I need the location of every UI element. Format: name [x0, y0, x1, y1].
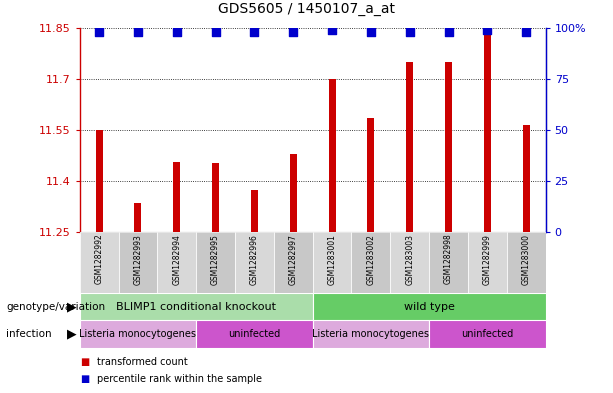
Text: GSM1283000: GSM1283000 [522, 234, 531, 285]
Bar [351, 232, 390, 293]
Bar [313, 232, 351, 293]
Point [133, 28, 143, 35]
Text: GSM1282996: GSM1282996 [250, 234, 259, 285]
Text: ■: ■ [80, 374, 89, 384]
Text: ▶: ▶ [67, 327, 77, 341]
Text: GSM1282994: GSM1282994 [172, 234, 181, 285]
Bar [484, 31, 491, 232]
Text: GSM1282999: GSM1282999 [483, 234, 492, 285]
Text: GSM1283002: GSM1283002 [367, 234, 375, 285]
Bar [429, 320, 546, 348]
Text: GSM1282993: GSM1282993 [134, 234, 142, 285]
Point [482, 26, 492, 33]
Bar [507, 232, 546, 293]
Bar [468, 232, 507, 293]
Text: GSM1282998: GSM1282998 [444, 234, 453, 285]
Bar [173, 162, 180, 232]
Text: uninfected: uninfected [461, 329, 514, 339]
Text: wild type: wild type [404, 301, 454, 312]
Text: GDS5605 / 1450107_a_at: GDS5605 / 1450107_a_at [218, 2, 395, 16]
Text: infection: infection [6, 329, 51, 339]
Point [94, 28, 104, 35]
Text: GSM1282997: GSM1282997 [289, 234, 298, 285]
Bar [313, 320, 429, 348]
Text: ■: ■ [80, 356, 89, 367]
Text: GSM1282995: GSM1282995 [211, 234, 220, 285]
Text: GSM1282992: GSM1282992 [94, 234, 104, 285]
Bar [196, 232, 235, 293]
Bar [313, 293, 546, 320]
Point [249, 28, 259, 35]
Bar [390, 232, 429, 293]
Bar [80, 293, 313, 320]
Bar [196, 320, 313, 348]
Text: percentile rank within the sample: percentile rank within the sample [97, 374, 262, 384]
Bar [367, 118, 375, 232]
Text: genotype/variation: genotype/variation [6, 301, 105, 312]
Bar [429, 232, 468, 293]
Bar [235, 232, 274, 293]
Point [288, 28, 298, 35]
Point [444, 28, 454, 35]
Text: transformed count: transformed count [97, 356, 188, 367]
Text: ▶: ▶ [67, 300, 77, 313]
Point [366, 28, 376, 35]
Bar [445, 62, 452, 232]
Point [211, 28, 221, 35]
Text: GSM1283001: GSM1283001 [327, 234, 337, 285]
Point [521, 28, 531, 35]
Bar [96, 130, 102, 232]
Bar [251, 190, 258, 232]
Text: uninfected: uninfected [228, 329, 281, 339]
Text: GSM1283003: GSM1283003 [405, 234, 414, 285]
Text: Listeria monocytogenes: Listeria monocytogenes [80, 329, 196, 339]
Bar [329, 79, 335, 232]
Bar [290, 154, 297, 232]
Bar [274, 232, 313, 293]
Text: Listeria monocytogenes: Listeria monocytogenes [313, 329, 429, 339]
Text: BLIMP1 conditional knockout: BLIMP1 conditional knockout [116, 301, 276, 312]
Point [327, 26, 337, 33]
Bar [80, 320, 196, 348]
Bar [158, 232, 196, 293]
Point [405, 28, 414, 35]
Point [172, 28, 181, 35]
Bar [134, 203, 142, 232]
Bar [523, 125, 530, 232]
Bar [212, 163, 219, 232]
Bar [80, 232, 118, 293]
Bar [406, 62, 413, 232]
Bar [118, 232, 158, 293]
